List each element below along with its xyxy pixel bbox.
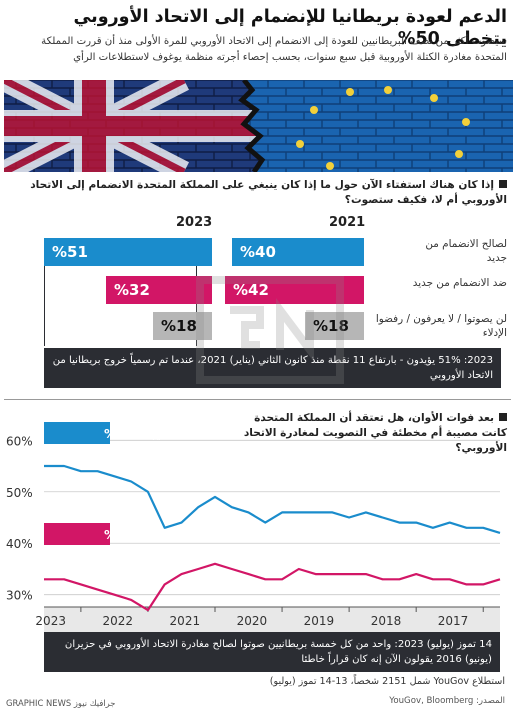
y-tick-label: 40% [6, 537, 33, 551]
page-title: الدعم لعودة بريطانيا للإنضمام إلى الاتحا… [73, 7, 507, 49]
x-tick-label: 2023 [35, 614, 66, 628]
bar-value-label: %18 [313, 317, 349, 335]
y-tick-label: 60% [6, 434, 33, 448]
y-tick-label: 30% [6, 589, 33, 603]
source-footnote: المصدر: YouGov, Bloomberg [389, 696, 505, 706]
uk-eu-flags-wall-image [4, 80, 513, 172]
page-subtitle: سيصوت أكثر من نصف البريطانيين للعودة إلى… [41, 36, 507, 63]
question-2-text: بعد فوات الأوان، هل تعتقد أن المملكة الم… [243, 412, 507, 454]
uk-flag [4, 80, 262, 172]
bar-2023-2: %18 [153, 312, 212, 340]
x-tick-label: 2021 [170, 614, 201, 628]
bar-value-label: %42 [233, 281, 269, 299]
x-tick-label: 2022 [102, 614, 133, 628]
note-july-2023-box: 14 تموز (يوليو) 2023: واحد من كل خمسة بر… [44, 632, 500, 672]
question-2: بعد فوات الأوان، هل تعتقد أن المملكة الم… [237, 411, 507, 456]
section-divider [4, 399, 511, 400]
year-2021-label: 2021 [329, 215, 366, 230]
question-1-text: إذا كان هناك استفتاء الآن حول ما إذا كان… [30, 179, 507, 206]
bar-value-label: %51 [52, 243, 88, 261]
eu-stars [296, 86, 470, 170]
row-label-rejoin: لصالح الانضمام من جديد [425, 238, 507, 264]
x-axis-band [44, 607, 500, 632]
survey-footnote: استطلاع YouGov شمل 2151 شخصاً، 13-14 تمو… [269, 676, 505, 687]
label-box-right [44, 422, 110, 444]
bar-axis-line [44, 238, 45, 346]
x-tick-label: 2020 [237, 614, 268, 628]
bullet-icon [499, 180, 507, 188]
y-tick-label: 50% [6, 486, 33, 500]
year-2023-label: 2023 [176, 215, 213, 230]
bar-2023-1: %32 [106, 276, 212, 304]
bar-value-label: %40 [240, 243, 276, 261]
bar-2021-1: %42 [225, 276, 364, 304]
series-label-right: مصيبة: 57% [104, 426, 181, 441]
series-line-1 [44, 562, 501, 612]
series-line-0 [44, 464, 501, 534]
series-label-wrong: مخطئة: 32% [104, 527, 185, 542]
bar-value-label: %32 [114, 281, 150, 299]
label-box-wrong [44, 523, 110, 545]
bar-2021-2: %18 [305, 312, 364, 340]
bar-2021-0: %40 [232, 238, 364, 266]
x-tick-label: 2019 [304, 614, 335, 628]
x-tick-label: 2018 [371, 614, 402, 628]
bar-2023-0: %51 [44, 238, 212, 266]
row-label-against: ضد الانضمام من جديد [412, 277, 507, 289]
bullet-icon [499, 413, 507, 421]
note-2023-box: 2023: 51% يؤيدون - بارتفاع 11 نقطة منذ ك… [44, 348, 501, 388]
brand-logo: GRAPHIC NEWS جرافيك نيوز [6, 698, 116, 708]
row-label-undecided: لن يصوتوا / لا يعرفون / رفضوا الإدلاء [375, 313, 507, 339]
hero-illustration [4, 80, 513, 172]
question-1: إذا كان هناك استفتاء الآن حول ما إذا كان… [12, 178, 507, 208]
x-tick-label: 2017 [438, 614, 469, 628]
bar-value-label: %18 [161, 317, 197, 335]
